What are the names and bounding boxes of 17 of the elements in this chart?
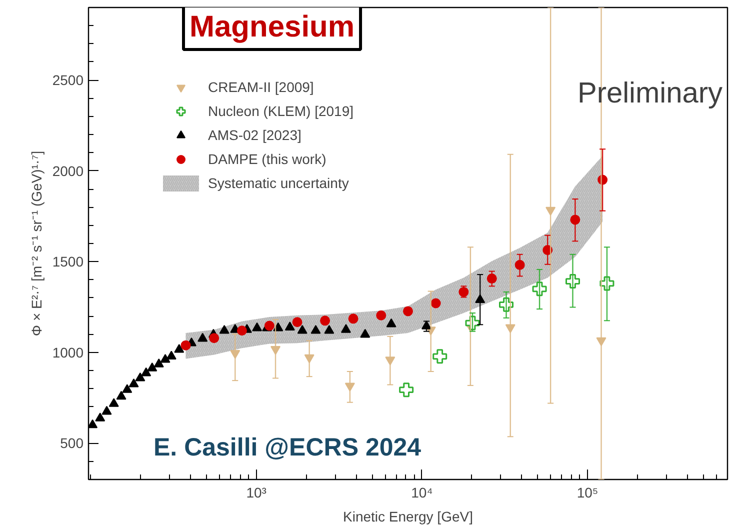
x-tick-label: 10⁵ [576,484,598,500]
legend-label: CREAM-II [2009] [208,79,314,95]
x-tick-label: 10³ [246,484,267,500]
legend-label: Nucleon (KLEM) [2019] [208,103,354,119]
y-tick-label: 500 [60,435,84,452]
legend-label: Systematic uncertainty [208,175,349,191]
y-axis-title: Φ × E²·⁷ [m⁻² s⁻¹ sr⁻¹ (GeV)¹·⁷] [28,150,44,336]
y-tick-label: 1000 [52,344,84,360]
x-axis-title: Kinetic Energy [GeV] [343,508,473,524]
chart-title: Magnesium [190,10,355,44]
y-tick-label: 2500 [52,72,84,88]
y-tick-label: 2000 [52,162,84,179]
x-tick-label: 10⁴ [411,484,433,500]
annotation: E. Casilli @ECRS 2024 [154,434,422,462]
y-tick-label: 1500 [52,254,84,270]
legend-label: DAMPE (this work) [208,151,326,167]
legend-label: AMS-02 [2023] [208,127,302,143]
